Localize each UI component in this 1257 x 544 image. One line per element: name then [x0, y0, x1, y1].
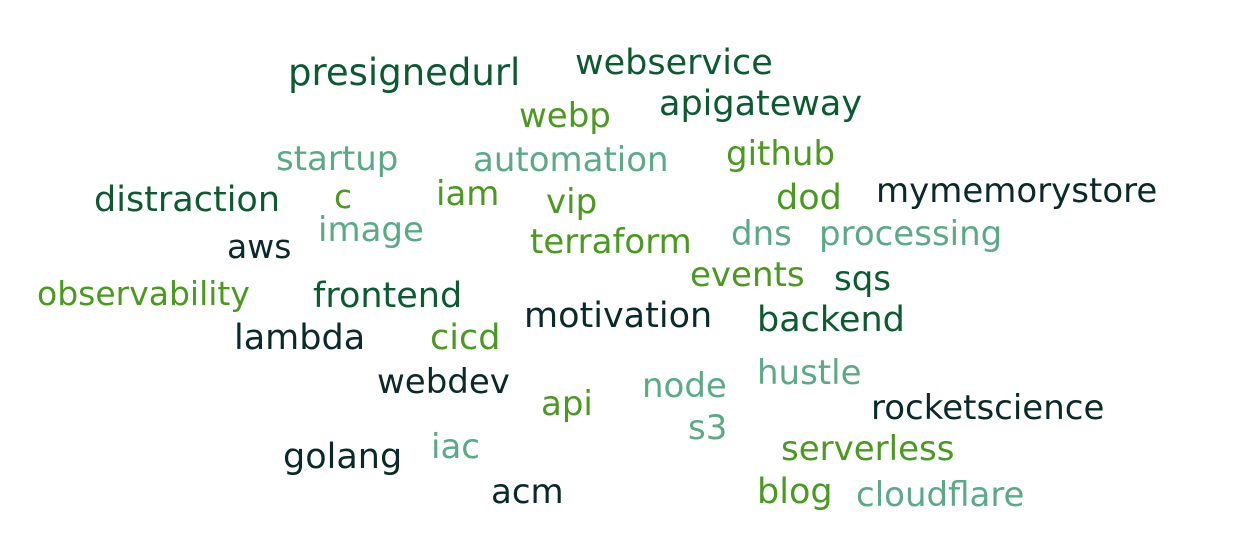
- word-terraform[interactable]: terraform: [530, 222, 692, 262]
- word-serverless[interactable]: serverless: [781, 429, 955, 469]
- word-dns[interactable]: dns: [731, 214, 792, 254]
- word-acm[interactable]: acm: [491, 472, 564, 512]
- word-cicd[interactable]: cicd: [430, 318, 501, 358]
- word-observability[interactable]: observability: [37, 274, 250, 313]
- word-distraction[interactable]: distraction: [94, 180, 281, 220]
- word-presignedurl[interactable]: presignedurl: [288, 51, 521, 94]
- word-iac[interactable]: iac: [431, 427, 480, 467]
- word-iam[interactable]: iam: [436, 174, 500, 214]
- word-sqs[interactable]: sqs: [834, 259, 892, 299]
- word-aws[interactable]: aws: [227, 227, 292, 266]
- word-rocketscience[interactable]: rocketscience: [871, 388, 1105, 428]
- word-lambda[interactable]: lambda: [234, 318, 366, 358]
- word-motivation[interactable]: motivation: [524, 296, 713, 336]
- word-apigateway[interactable]: apigateway: [659, 84, 863, 124]
- word-webdev[interactable]: webdev: [377, 362, 510, 402]
- word-events[interactable]: events: [690, 255, 805, 295]
- word-hustle[interactable]: hustle: [757, 353, 862, 393]
- word-dod[interactable]: dod: [776, 178, 842, 218]
- word-github[interactable]: github: [726, 134, 836, 174]
- word-webservice[interactable]: webservice: [575, 43, 773, 83]
- word-frontend[interactable]: frontend: [313, 276, 463, 316]
- word-webp[interactable]: webp: [519, 96, 611, 136]
- word-image[interactable]: image: [318, 210, 424, 250]
- word-blog[interactable]: blog: [757, 472, 833, 512]
- word-vip[interactable]: vip: [546, 182, 598, 222]
- word-golang[interactable]: golang: [283, 437, 403, 477]
- word-mymemorystore[interactable]: mymemorystore: [876, 171, 1158, 211]
- word-backend[interactable]: backend: [757, 300, 905, 340]
- word-cloudflare[interactable]: cloudflare: [856, 475, 1025, 515]
- word-node[interactable]: node: [642, 366, 727, 406]
- word-processing[interactable]: processing: [819, 214, 1003, 254]
- word-automation[interactable]: automation: [473, 140, 669, 180]
- word-c[interactable]: c: [334, 177, 353, 216]
- word-startup[interactable]: startup: [276, 139, 399, 179]
- word-s3[interactable]: s3: [688, 408, 728, 448]
- word-api[interactable]: api: [541, 384, 593, 424]
